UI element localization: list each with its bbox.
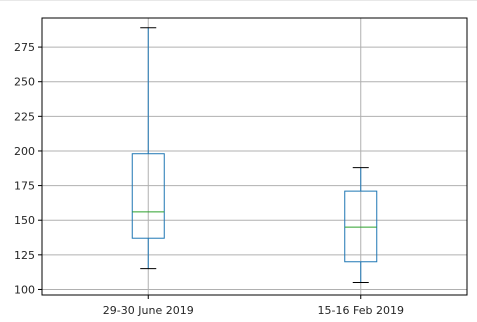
y-axis-ticks: 100 125 150 175 200 225 250 275 bbox=[14, 41, 42, 296]
box-layer bbox=[131, 27, 378, 284]
y-tick-label: 275 bbox=[14, 41, 35, 54]
y-tick-label: 225 bbox=[14, 110, 35, 123]
plot-frame bbox=[41, 17, 468, 296]
iqr-box bbox=[131, 153, 165, 239]
y-tick-label: 100 bbox=[14, 283, 35, 296]
iqr-box bbox=[344, 190, 378, 263]
y-tick-label: 250 bbox=[14, 76, 35, 89]
grid-layer bbox=[42, 18, 467, 295]
y-tick-label: 125 bbox=[14, 249, 35, 262]
y-tick-label: 200 bbox=[14, 145, 35, 158]
y-tick-label: 150 bbox=[14, 214, 35, 227]
y-tick-label: 175 bbox=[14, 180, 35, 193]
screenshot-top-border bbox=[0, 0, 477, 1]
x-tick-label: 29-30 June 2019 bbox=[103, 304, 194, 317]
x-axis-ticks: 29-30 June 2019 15-16 Feb 2019 bbox=[103, 295, 404, 317]
x-tick-label: 15-16 Feb 2019 bbox=[318, 304, 404, 317]
